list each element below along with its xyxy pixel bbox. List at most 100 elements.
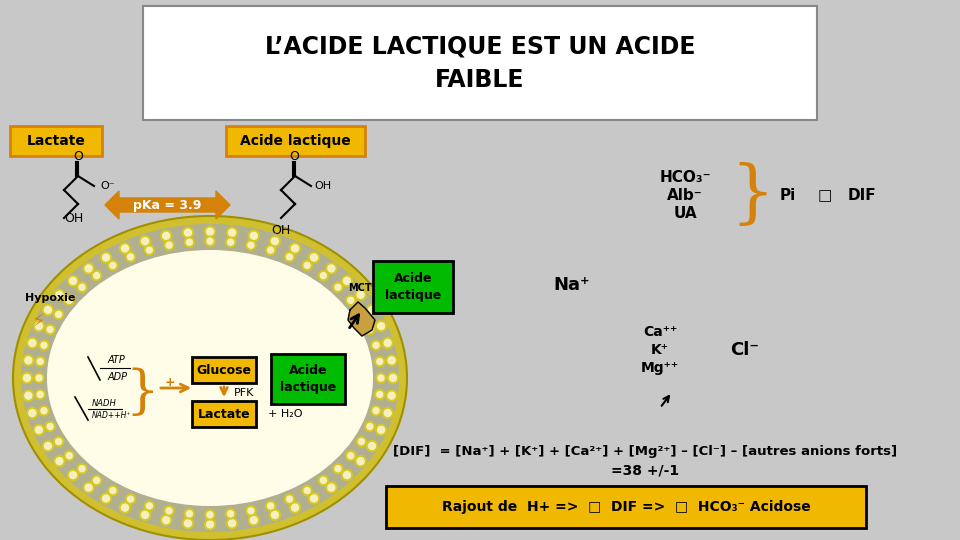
Circle shape: [41, 342, 47, 348]
Circle shape: [304, 488, 310, 494]
Circle shape: [286, 254, 293, 260]
Circle shape: [375, 424, 387, 435]
Text: NAD++H⁺: NAD++H⁺: [92, 411, 132, 421]
Text: NADH: NADH: [92, 399, 117, 408]
Circle shape: [67, 275, 79, 286]
Circle shape: [290, 502, 300, 513]
Text: }: }: [730, 163, 774, 229]
Circle shape: [388, 392, 396, 399]
Circle shape: [310, 254, 318, 261]
Circle shape: [369, 443, 375, 449]
Circle shape: [27, 338, 37, 348]
Circle shape: [325, 482, 337, 493]
Circle shape: [122, 504, 129, 511]
Text: Acide
lactique: Acide lactique: [280, 364, 336, 394]
Circle shape: [108, 485, 118, 496]
Circle shape: [374, 356, 385, 367]
Circle shape: [357, 458, 364, 464]
Circle shape: [34, 321, 44, 332]
Circle shape: [54, 456, 65, 467]
Circle shape: [184, 520, 191, 527]
Circle shape: [377, 322, 385, 329]
Circle shape: [227, 518, 237, 529]
Circle shape: [44, 443, 52, 449]
Text: L’ACIDE LACTIQUE EST UN ACIDE
FAIBLE: L’ACIDE LACTIQUE EST UN ACIDE FAIBLE: [265, 34, 695, 92]
Circle shape: [184, 509, 194, 519]
Circle shape: [182, 227, 194, 238]
Circle shape: [166, 242, 172, 248]
Circle shape: [36, 389, 45, 400]
Circle shape: [376, 359, 383, 364]
Circle shape: [308, 493, 320, 504]
FancyBboxPatch shape: [386, 486, 866, 528]
Circle shape: [34, 424, 44, 435]
Circle shape: [44, 307, 52, 313]
Circle shape: [227, 227, 237, 238]
Circle shape: [91, 475, 102, 485]
Circle shape: [108, 260, 118, 271]
Circle shape: [382, 338, 394, 348]
Text: [DIF]  = [Na⁺] + [K⁺] + [Ca²⁺] + [Mg²⁺] – [Cl⁻] – [autres anions forts]: [DIF] = [Na⁺] + [K⁺] + [Ca²⁺] + [Mg²⁺] –…: [393, 446, 897, 458]
Circle shape: [162, 517, 170, 524]
Circle shape: [284, 494, 295, 504]
Circle shape: [346, 295, 356, 305]
Circle shape: [103, 495, 109, 502]
Circle shape: [25, 357, 32, 364]
Circle shape: [386, 390, 397, 401]
Circle shape: [270, 509, 280, 521]
Circle shape: [186, 239, 192, 245]
Circle shape: [302, 485, 312, 496]
Circle shape: [226, 509, 235, 519]
Text: Hypoxie: Hypoxie: [25, 293, 76, 303]
Circle shape: [23, 355, 34, 366]
Circle shape: [54, 436, 63, 447]
Text: Acide
lactique: Acide lactique: [385, 273, 442, 301]
Circle shape: [85, 265, 92, 272]
Circle shape: [36, 427, 42, 434]
Text: }: }: [125, 368, 158, 418]
Circle shape: [335, 284, 341, 291]
Text: ATP: ATP: [108, 355, 126, 365]
Circle shape: [371, 340, 381, 350]
Text: UA: UA: [673, 206, 697, 221]
Circle shape: [286, 496, 293, 502]
Circle shape: [384, 340, 391, 347]
Circle shape: [374, 389, 385, 400]
Polygon shape: [348, 302, 375, 336]
Circle shape: [346, 451, 356, 461]
Circle shape: [228, 511, 233, 517]
Circle shape: [66, 298, 72, 303]
Circle shape: [390, 375, 396, 381]
Text: DIF: DIF: [848, 188, 876, 204]
Circle shape: [325, 263, 337, 274]
Circle shape: [54, 309, 63, 320]
Circle shape: [37, 359, 43, 364]
Circle shape: [321, 273, 326, 279]
Circle shape: [36, 356, 45, 367]
Circle shape: [94, 477, 100, 483]
Text: K⁺: K⁺: [651, 343, 669, 357]
Circle shape: [126, 494, 135, 504]
Circle shape: [84, 263, 94, 274]
Circle shape: [206, 521, 213, 528]
Circle shape: [27, 408, 37, 418]
Text: O: O: [73, 151, 83, 164]
FancyBboxPatch shape: [192, 357, 256, 383]
FancyBboxPatch shape: [373, 261, 453, 313]
Circle shape: [272, 238, 278, 245]
Text: PFK: PFK: [234, 388, 254, 398]
Circle shape: [54, 289, 65, 300]
FancyBboxPatch shape: [192, 401, 256, 427]
Circle shape: [328, 484, 335, 491]
Text: Rajout de  H+ =>  □  DIF =>  □  HCO₃⁻ Acidose: Rajout de H+ => □ DIF => □ HCO₃⁻ Acidose: [442, 500, 810, 514]
Circle shape: [128, 496, 133, 502]
Text: ADP: ADP: [108, 372, 128, 382]
Circle shape: [388, 357, 396, 364]
Text: OH: OH: [272, 224, 291, 237]
Circle shape: [376, 373, 386, 383]
Ellipse shape: [47, 250, 373, 506]
Circle shape: [378, 375, 384, 381]
Circle shape: [119, 502, 131, 513]
Circle shape: [302, 260, 312, 271]
Circle shape: [160, 515, 172, 525]
